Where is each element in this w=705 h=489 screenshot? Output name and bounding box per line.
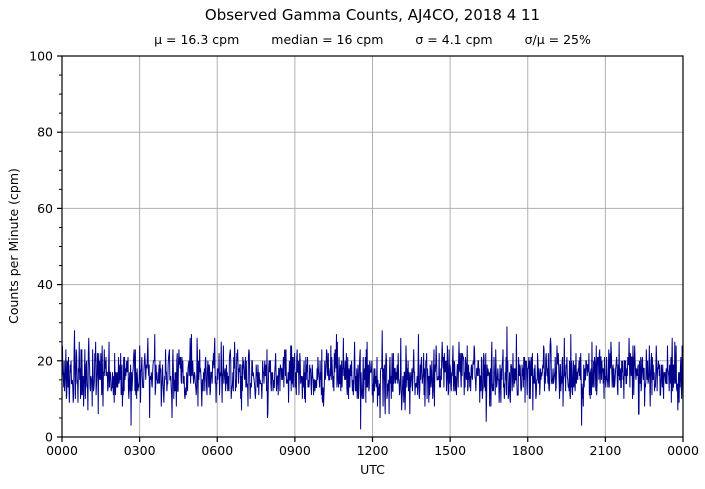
stat-mean: μ = 16.3 cpm [154,32,240,47]
y-tick-label: 60 [37,201,53,216]
x-tick-label: 0600 [201,443,233,458]
x-tick-label: 0300 [124,443,156,458]
stat-sigma: σ = 4.1 cpm [415,32,493,47]
y-tick-label: 0 [45,430,53,445]
y-tick-label: 20 [37,353,53,368]
chart-stats-subtitle: μ = 16.3 cpm median = 16 cpm σ = 4.1 cpm… [62,32,683,47]
x-tick-label: 1800 [512,443,544,458]
stat-median: median = 16 cpm [271,32,384,47]
x-axis-label: UTC [360,462,385,477]
x-tick-label: 2100 [589,443,621,458]
x-tick-label: 0000 [46,443,78,458]
data-series-line [61,326,684,430]
chart-title: Observed Gamma Counts, AJ4CO, 2018 4 11 [204,6,541,24]
y-tick-label: 40 [37,277,53,292]
x-tick-label: 1500 [434,443,466,458]
stat-sigma-over-mean: σ/μ = 25% [524,32,591,47]
y-axis-label: Counts per Minute (cpm) [6,168,21,324]
x-tick-label: 1200 [357,443,389,458]
x-tick-label: 0000 [667,443,699,458]
x-tick-label: 0900 [279,443,311,458]
y-tick-label: 80 [37,125,53,140]
y-tick-label: 100 [29,49,53,64]
